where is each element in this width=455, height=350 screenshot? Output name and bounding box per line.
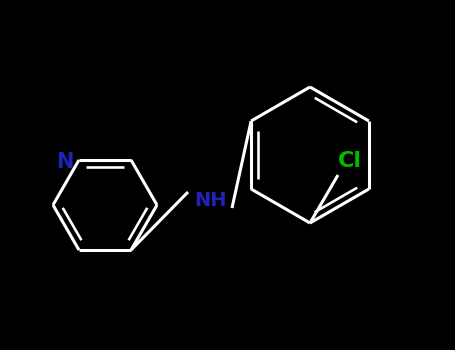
Text: Cl: Cl bbox=[338, 151, 362, 171]
Text: N: N bbox=[56, 152, 74, 172]
Text: NH: NH bbox=[194, 190, 226, 210]
